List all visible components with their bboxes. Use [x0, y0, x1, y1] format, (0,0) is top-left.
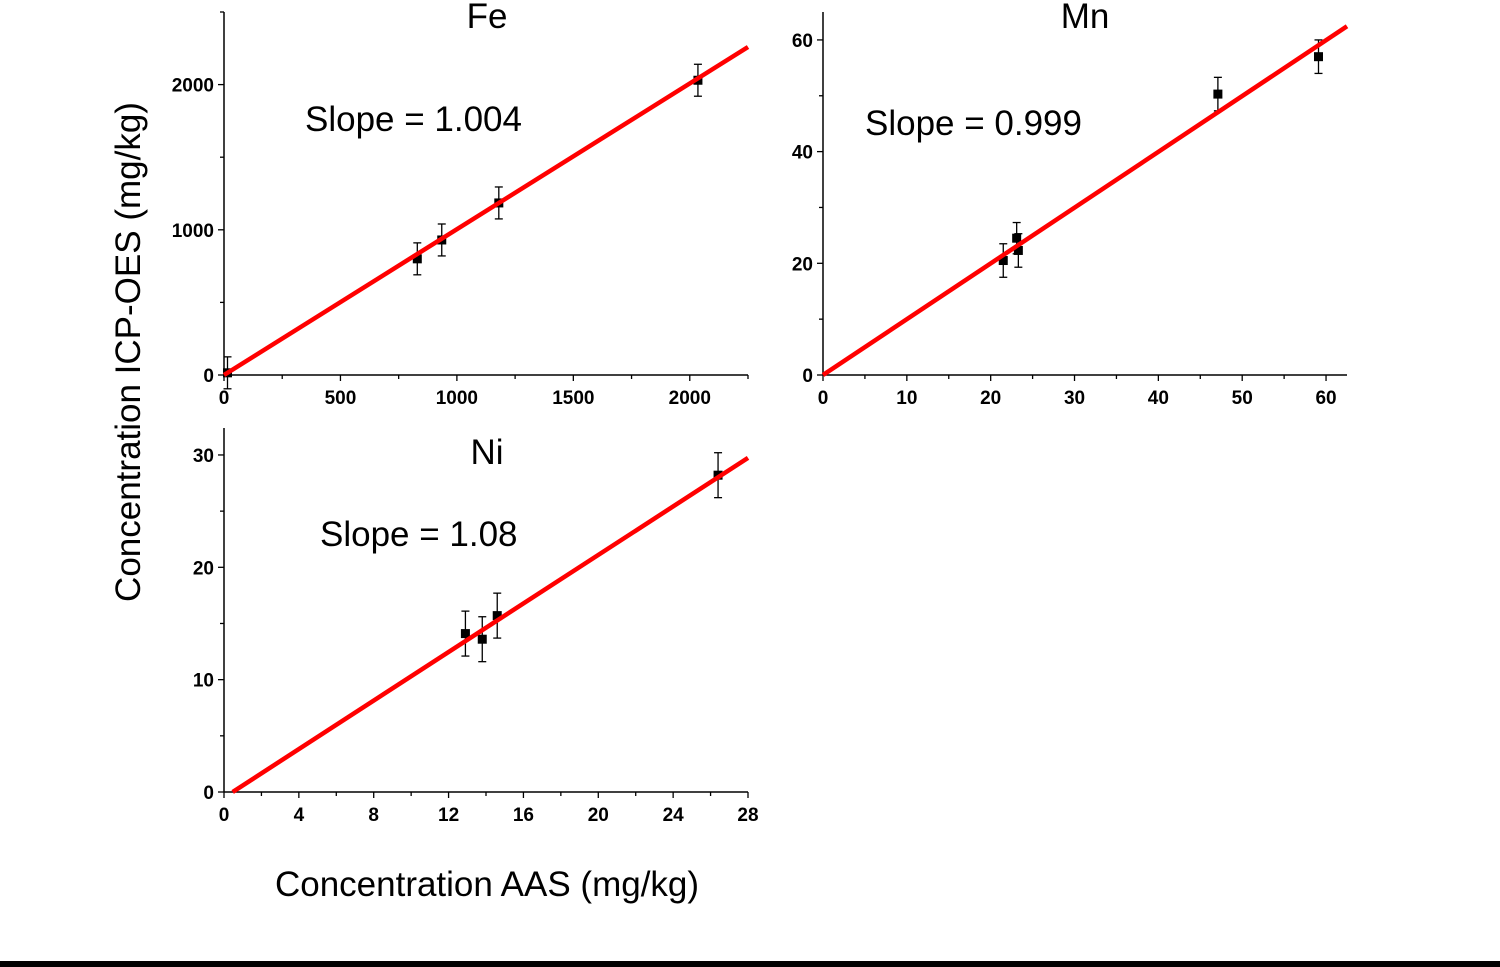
x-tick-label: 60 [1315, 388, 1336, 409]
x-tick-label: 0 [818, 388, 829, 409]
fit-line [821, 24, 1349, 377]
x-tick-label: 50 [1232, 388, 1253, 409]
y-tick-label: 20 [193, 558, 214, 579]
slope-annotation: Slope = 0.999 [865, 104, 1082, 143]
y-tick-label: 30 [193, 446, 214, 467]
data-point [492, 611, 502, 621]
x-tick-label: 30 [1064, 388, 1085, 409]
x-tick-label: 8 [368, 805, 379, 826]
x-tick-label: 40 [1148, 388, 1169, 409]
y-tick-label: 60 [792, 31, 813, 52]
data-point [1213, 89, 1223, 99]
x-tick-label: 28 [737, 805, 758, 826]
data-point [1313, 52, 1323, 62]
panel-title: Fe [467, 0, 508, 36]
y-tick-label: 1000 [172, 221, 214, 242]
fit-line [231, 455, 750, 794]
y-tick-label: 40 [792, 143, 813, 164]
x-axis-label: Concentration AAS (mg/kg) [275, 865, 699, 904]
y-tick-label: 0 [203, 783, 214, 804]
y-tick-label: 0 [203, 366, 214, 387]
x-tick-label: 1500 [552, 388, 594, 409]
slope-annotation: Slope = 1.08 [320, 515, 518, 554]
y-tick-label: 10 [193, 671, 214, 692]
y-tick-label: 0 [802, 366, 813, 387]
data-point [412, 254, 422, 264]
x-tick-label: 0 [219, 388, 230, 409]
panel-title: Mn [1061, 0, 1110, 36]
data-point [477, 634, 487, 644]
x-tick-label: 1000 [436, 388, 478, 409]
panel-mn: 0 10 20 30 40 50 60 0 20 40 60 Mn Slope = 0.999 [792, 0, 1349, 409]
panel-fe: 0 500 1000 1500 2000 0 1000 2000 Fe Slope = 1.004 [172, 0, 750, 409]
data-point [998, 256, 1008, 266]
x-tick-label: 16 [513, 805, 534, 826]
x-tick-label: 24 [663, 805, 685, 826]
x-tick-label: 20 [588, 805, 609, 826]
y-axis-label: Concentration ICP-OES (mg/kg) [109, 102, 148, 602]
bottom-rule [0, 961, 1500, 967]
x-tick-label: 12 [438, 805, 459, 826]
panel-title: Ni [470, 433, 503, 472]
x-tick-label: 500 [325, 388, 357, 409]
x-tick-label: 4 [294, 805, 305, 826]
slope-annotation: Slope = 1.004 [305, 100, 522, 139]
x-tick-label: 2000 [669, 388, 711, 409]
x-tick-label: 10 [896, 388, 917, 409]
x-tick-label: 0 [219, 805, 230, 826]
data-point [1012, 233, 1022, 243]
fit-line [222, 45, 750, 377]
x-tick-label: 20 [980, 388, 1001, 409]
panel-ni: 0 4 8 12 16 20 24 28 0 10 20 30 Ni Slope = 1.08 [193, 428, 759, 826]
y-tick-label: 2000 [172, 76, 214, 97]
data-point [460, 629, 470, 639]
y-tick-label: 20 [792, 254, 813, 275]
data-point [1013, 245, 1023, 255]
